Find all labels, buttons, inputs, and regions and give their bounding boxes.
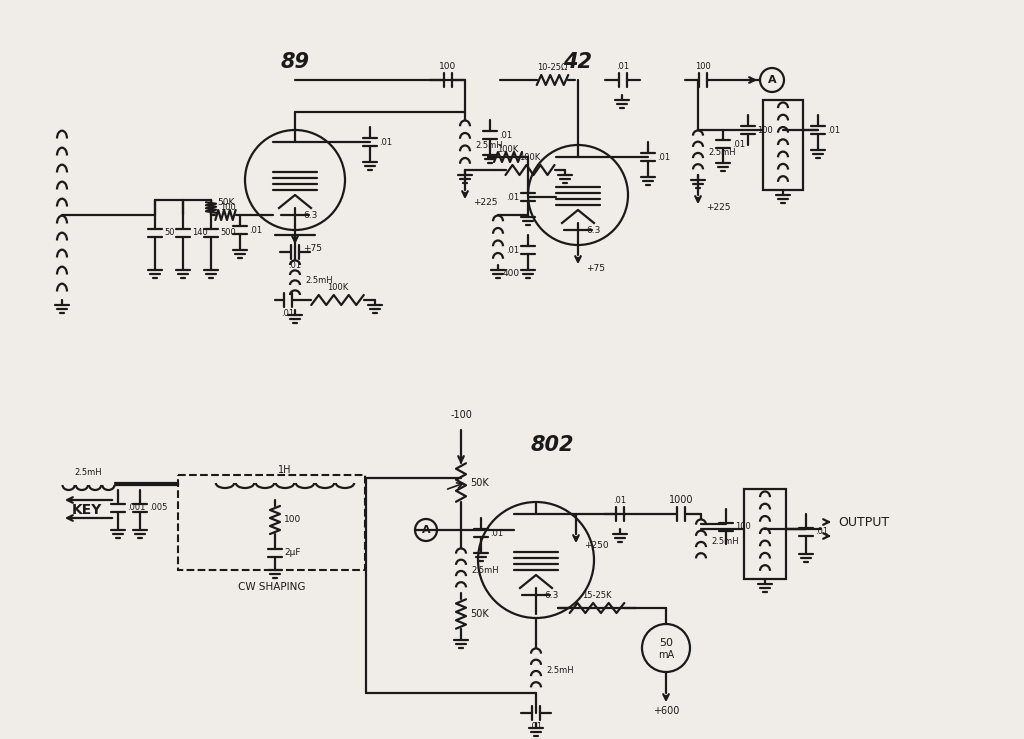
Text: .001: .001 (127, 503, 145, 512)
Text: 50: 50 (164, 228, 174, 237)
Text: OUTPUT: OUTPUT (838, 516, 889, 528)
Text: 400: 400 (503, 268, 520, 278)
Text: 50K: 50K (470, 609, 488, 619)
Text: 15-25K: 15-25K (583, 591, 611, 600)
Text: 2.5mH: 2.5mH (471, 566, 499, 575)
Text: .01: .01 (616, 62, 629, 71)
Text: .01: .01 (732, 140, 745, 149)
Bar (763, 100, 803, 190)
Text: .01: .01 (281, 309, 294, 318)
Text: 10-25Ω: 10-25Ω (538, 63, 567, 72)
Text: 1H: 1H (279, 465, 292, 475)
Text: 100: 100 (439, 62, 456, 71)
Text: +75: +75 (303, 243, 322, 253)
Text: .01: .01 (249, 225, 262, 234)
Text: +75: +75 (586, 264, 605, 273)
Text: 2.5mH: 2.5mH (708, 148, 735, 157)
Text: .01: .01 (499, 131, 512, 140)
Text: 2.5mH: 2.5mH (711, 537, 738, 546)
Text: 100: 100 (284, 516, 301, 525)
Text: 2.5mH: 2.5mH (305, 276, 333, 285)
Text: +600: +600 (653, 706, 679, 716)
Bar (744, 489, 786, 579)
Text: .01: .01 (289, 261, 301, 270)
Text: 1000: 1000 (669, 495, 693, 505)
Text: 2μF: 2μF (284, 548, 300, 557)
Text: -100: -100 (451, 410, 472, 420)
Text: .01: .01 (490, 528, 503, 537)
Text: 100K: 100K (498, 145, 518, 154)
Text: +225: +225 (706, 202, 730, 211)
Text: mA: mA (658, 650, 674, 660)
Text: +225: +225 (473, 197, 498, 206)
Text: 6.3: 6.3 (544, 590, 558, 599)
Text: 100: 100 (735, 522, 751, 531)
Text: .01: .01 (657, 152, 670, 162)
Text: .01: .01 (613, 496, 627, 505)
Text: .01: .01 (506, 245, 519, 254)
Text: .01: .01 (815, 527, 828, 536)
Text: 6.3: 6.3 (303, 211, 317, 219)
Text: 140: 140 (193, 228, 208, 237)
Text: 6.3: 6.3 (586, 225, 600, 234)
Text: .01: .01 (379, 137, 392, 146)
Text: 100K: 100K (327, 283, 348, 292)
Text: 2.5mH: 2.5mH (475, 140, 503, 149)
Text: .01: .01 (529, 722, 543, 731)
Text: 100: 100 (694, 62, 711, 71)
Text: 50: 50 (659, 638, 673, 648)
Text: 2.5mH: 2.5mH (75, 468, 102, 477)
Text: 100: 100 (757, 126, 773, 134)
Text: CW SHAPING: CW SHAPING (238, 582, 305, 592)
Text: A: A (768, 75, 776, 85)
Text: 50K: 50K (470, 477, 488, 488)
Text: .01: .01 (506, 192, 519, 202)
Text: 89: 89 (281, 52, 309, 72)
Text: KEY: KEY (72, 503, 102, 517)
Text: 802: 802 (530, 435, 573, 455)
Text: 2.5mH: 2.5mH (546, 666, 573, 675)
Text: +250: +250 (584, 542, 608, 551)
Text: A: A (422, 525, 430, 535)
Text: .01: .01 (827, 126, 840, 134)
Text: 100: 100 (220, 203, 236, 212)
Text: 100K: 100K (519, 153, 541, 162)
Text: 50K: 50K (217, 198, 234, 207)
Text: 42: 42 (563, 52, 593, 72)
Text: 500: 500 (220, 228, 236, 237)
Text: .005: .005 (150, 503, 167, 512)
